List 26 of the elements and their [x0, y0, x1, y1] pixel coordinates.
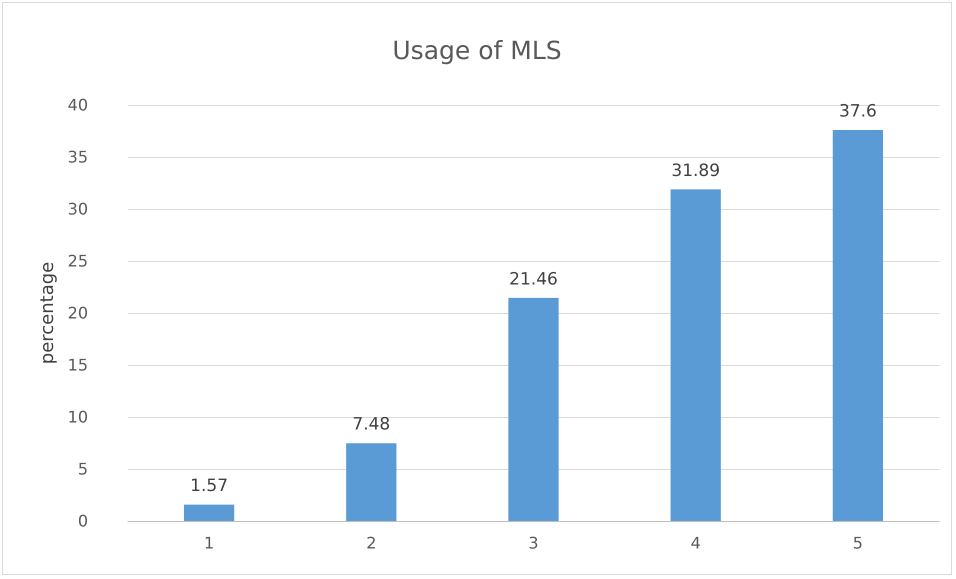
bar: [346, 443, 396, 521]
x-tick-label: 2: [366, 534, 376, 552]
y-tick-label: 5: [78, 460, 88, 478]
y-tick-label: 40: [68, 96, 88, 114]
y-axis-title: percentage: [37, 262, 58, 364]
x-tick-label: 1: [204, 534, 214, 552]
data-label: 1.57: [190, 476, 228, 496]
data-label: 31.89: [671, 160, 720, 181]
y-tick-label: 10: [68, 408, 88, 426]
y-tick-label: 20: [68, 304, 88, 322]
y-tick-label: 25: [68, 252, 88, 270]
y-tick-label: 30: [68, 200, 88, 218]
x-tick-label: 3: [528, 534, 539, 552]
bar: [508, 298, 559, 521]
bar: [832, 130, 884, 521]
bar: [184, 504, 234, 521]
data-label: 21.46: [509, 269, 558, 290]
chart-title: Usage of MLS: [392, 36, 562, 65]
y-tick-label: 15: [68, 356, 88, 374]
data-label: 7.48: [352, 414, 390, 435]
y-tick-label: 35: [68, 148, 88, 166]
x-tick-label: 5: [852, 534, 863, 552]
x-tick-label: 4: [690, 534, 701, 552]
data-label: 37.6: [838, 101, 877, 122]
y-tick-label: 0: [78, 512, 88, 530]
bar: [670, 189, 721, 521]
